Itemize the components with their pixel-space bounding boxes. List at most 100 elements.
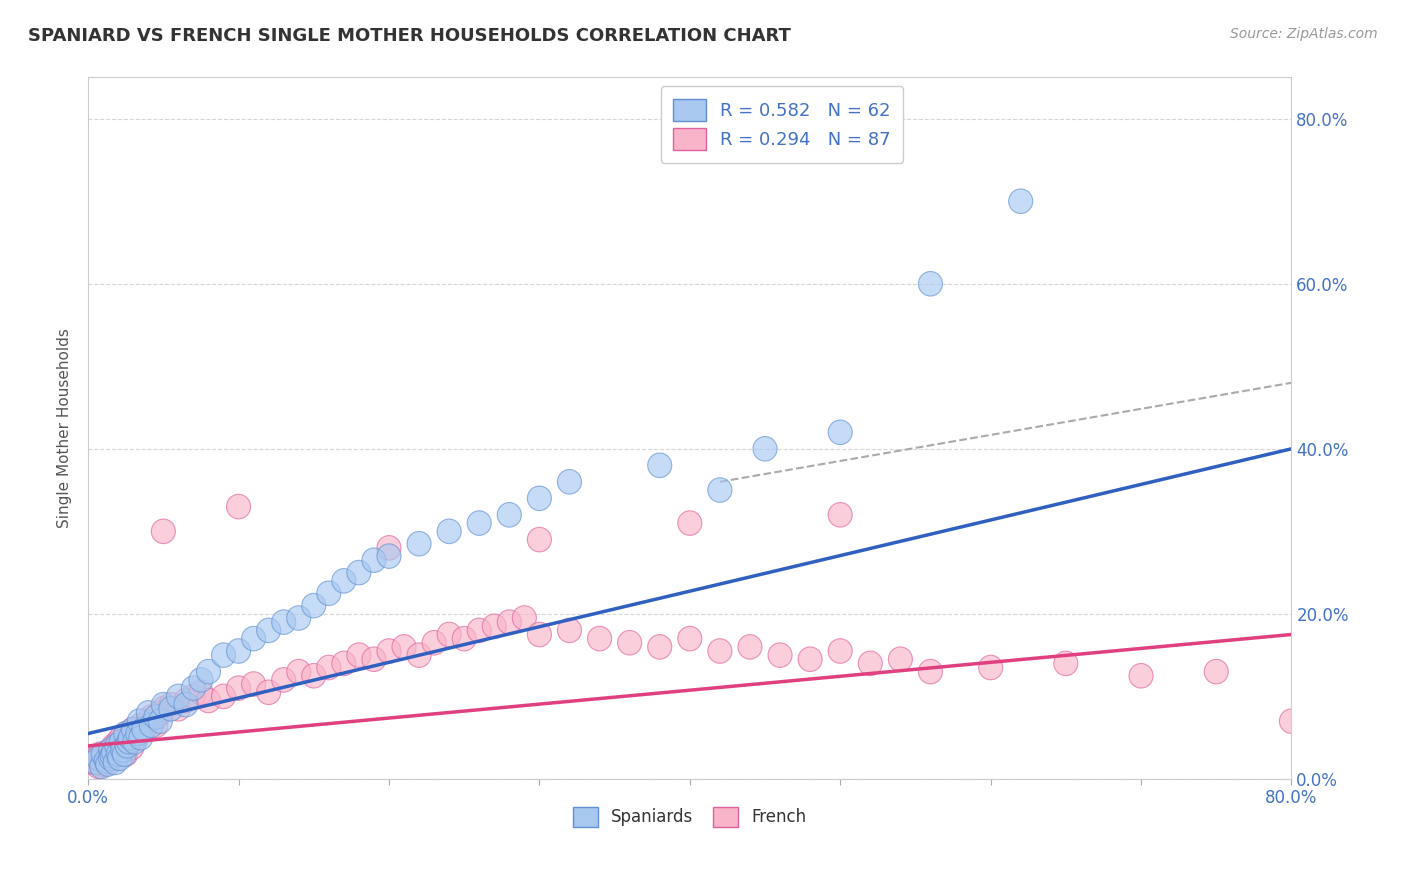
- Ellipse shape: [257, 618, 281, 642]
- Ellipse shape: [527, 623, 551, 647]
- Ellipse shape: [94, 748, 118, 773]
- Ellipse shape: [87, 755, 111, 779]
- Ellipse shape: [159, 697, 183, 721]
- Ellipse shape: [498, 502, 522, 527]
- Ellipse shape: [83, 746, 108, 771]
- Ellipse shape: [101, 733, 125, 758]
- Ellipse shape: [97, 750, 121, 774]
- Ellipse shape: [197, 659, 221, 684]
- Ellipse shape: [226, 494, 250, 519]
- Ellipse shape: [107, 742, 131, 766]
- Ellipse shape: [128, 709, 152, 733]
- Ellipse shape: [94, 746, 118, 771]
- Ellipse shape: [98, 738, 122, 763]
- Ellipse shape: [482, 614, 506, 639]
- Ellipse shape: [90, 752, 114, 776]
- Ellipse shape: [1279, 709, 1303, 733]
- Ellipse shape: [115, 722, 139, 746]
- Ellipse shape: [617, 631, 641, 655]
- Ellipse shape: [188, 680, 212, 705]
- Ellipse shape: [110, 725, 134, 750]
- Ellipse shape: [98, 738, 122, 763]
- Ellipse shape: [118, 725, 142, 750]
- Ellipse shape: [114, 722, 138, 746]
- Ellipse shape: [143, 713, 167, 738]
- Ellipse shape: [152, 692, 176, 717]
- Ellipse shape: [152, 519, 176, 543]
- Ellipse shape: [124, 725, 148, 750]
- Ellipse shape: [242, 626, 266, 651]
- Ellipse shape: [1204, 659, 1229, 684]
- Ellipse shape: [111, 733, 135, 758]
- Ellipse shape: [117, 730, 141, 754]
- Ellipse shape: [139, 705, 163, 730]
- Ellipse shape: [181, 684, 205, 708]
- Ellipse shape: [768, 643, 792, 667]
- Ellipse shape: [527, 486, 551, 510]
- Ellipse shape: [87, 746, 111, 771]
- Ellipse shape: [377, 639, 401, 664]
- Ellipse shape: [799, 647, 823, 672]
- Ellipse shape: [361, 647, 387, 672]
- Ellipse shape: [108, 738, 132, 763]
- Ellipse shape: [287, 659, 311, 684]
- Ellipse shape: [121, 717, 145, 741]
- Ellipse shape: [678, 511, 702, 535]
- Ellipse shape: [467, 511, 491, 535]
- Ellipse shape: [110, 730, 134, 754]
- Y-axis label: Single Mother Households: Single Mother Households: [58, 328, 72, 528]
- Ellipse shape: [648, 453, 672, 477]
- Ellipse shape: [406, 643, 432, 667]
- Ellipse shape: [128, 722, 152, 746]
- Ellipse shape: [828, 420, 852, 444]
- Ellipse shape: [828, 639, 852, 664]
- Ellipse shape: [226, 676, 250, 700]
- Ellipse shape: [103, 742, 128, 766]
- Ellipse shape: [1129, 664, 1153, 688]
- Ellipse shape: [828, 502, 852, 527]
- Ellipse shape: [93, 744, 117, 768]
- Ellipse shape: [118, 727, 142, 752]
- Ellipse shape: [557, 618, 582, 642]
- Text: Source: ZipAtlas.com: Source: ZipAtlas.com: [1230, 27, 1378, 41]
- Ellipse shape: [197, 689, 221, 713]
- Ellipse shape: [112, 742, 136, 766]
- Ellipse shape: [98, 746, 122, 771]
- Ellipse shape: [527, 527, 551, 552]
- Ellipse shape: [211, 684, 236, 708]
- Ellipse shape: [738, 634, 762, 659]
- Ellipse shape: [316, 656, 340, 680]
- Ellipse shape: [111, 738, 135, 763]
- Ellipse shape: [136, 709, 160, 733]
- Ellipse shape: [422, 631, 446, 655]
- Ellipse shape: [271, 667, 295, 692]
- Ellipse shape: [707, 639, 733, 664]
- Ellipse shape: [101, 740, 125, 764]
- Ellipse shape: [152, 697, 176, 721]
- Ellipse shape: [377, 544, 401, 568]
- Ellipse shape: [302, 593, 326, 618]
- Ellipse shape: [377, 535, 401, 560]
- Ellipse shape: [103, 750, 128, 774]
- Ellipse shape: [100, 744, 124, 768]
- Ellipse shape: [100, 744, 124, 768]
- Ellipse shape: [114, 742, 138, 766]
- Ellipse shape: [271, 610, 295, 634]
- Ellipse shape: [139, 713, 163, 738]
- Ellipse shape: [754, 436, 778, 461]
- Ellipse shape: [108, 746, 132, 771]
- Ellipse shape: [678, 626, 702, 651]
- Ellipse shape: [143, 705, 167, 730]
- Legend: Spaniards, French: Spaniards, French: [567, 800, 814, 834]
- Ellipse shape: [117, 732, 141, 756]
- Ellipse shape: [918, 271, 942, 296]
- Ellipse shape: [512, 606, 536, 631]
- Ellipse shape: [498, 610, 522, 634]
- Ellipse shape: [104, 746, 129, 771]
- Ellipse shape: [1054, 651, 1078, 675]
- Ellipse shape: [91, 742, 115, 766]
- Ellipse shape: [242, 672, 266, 697]
- Ellipse shape: [1008, 189, 1033, 213]
- Ellipse shape: [347, 643, 371, 667]
- Ellipse shape: [129, 725, 153, 750]
